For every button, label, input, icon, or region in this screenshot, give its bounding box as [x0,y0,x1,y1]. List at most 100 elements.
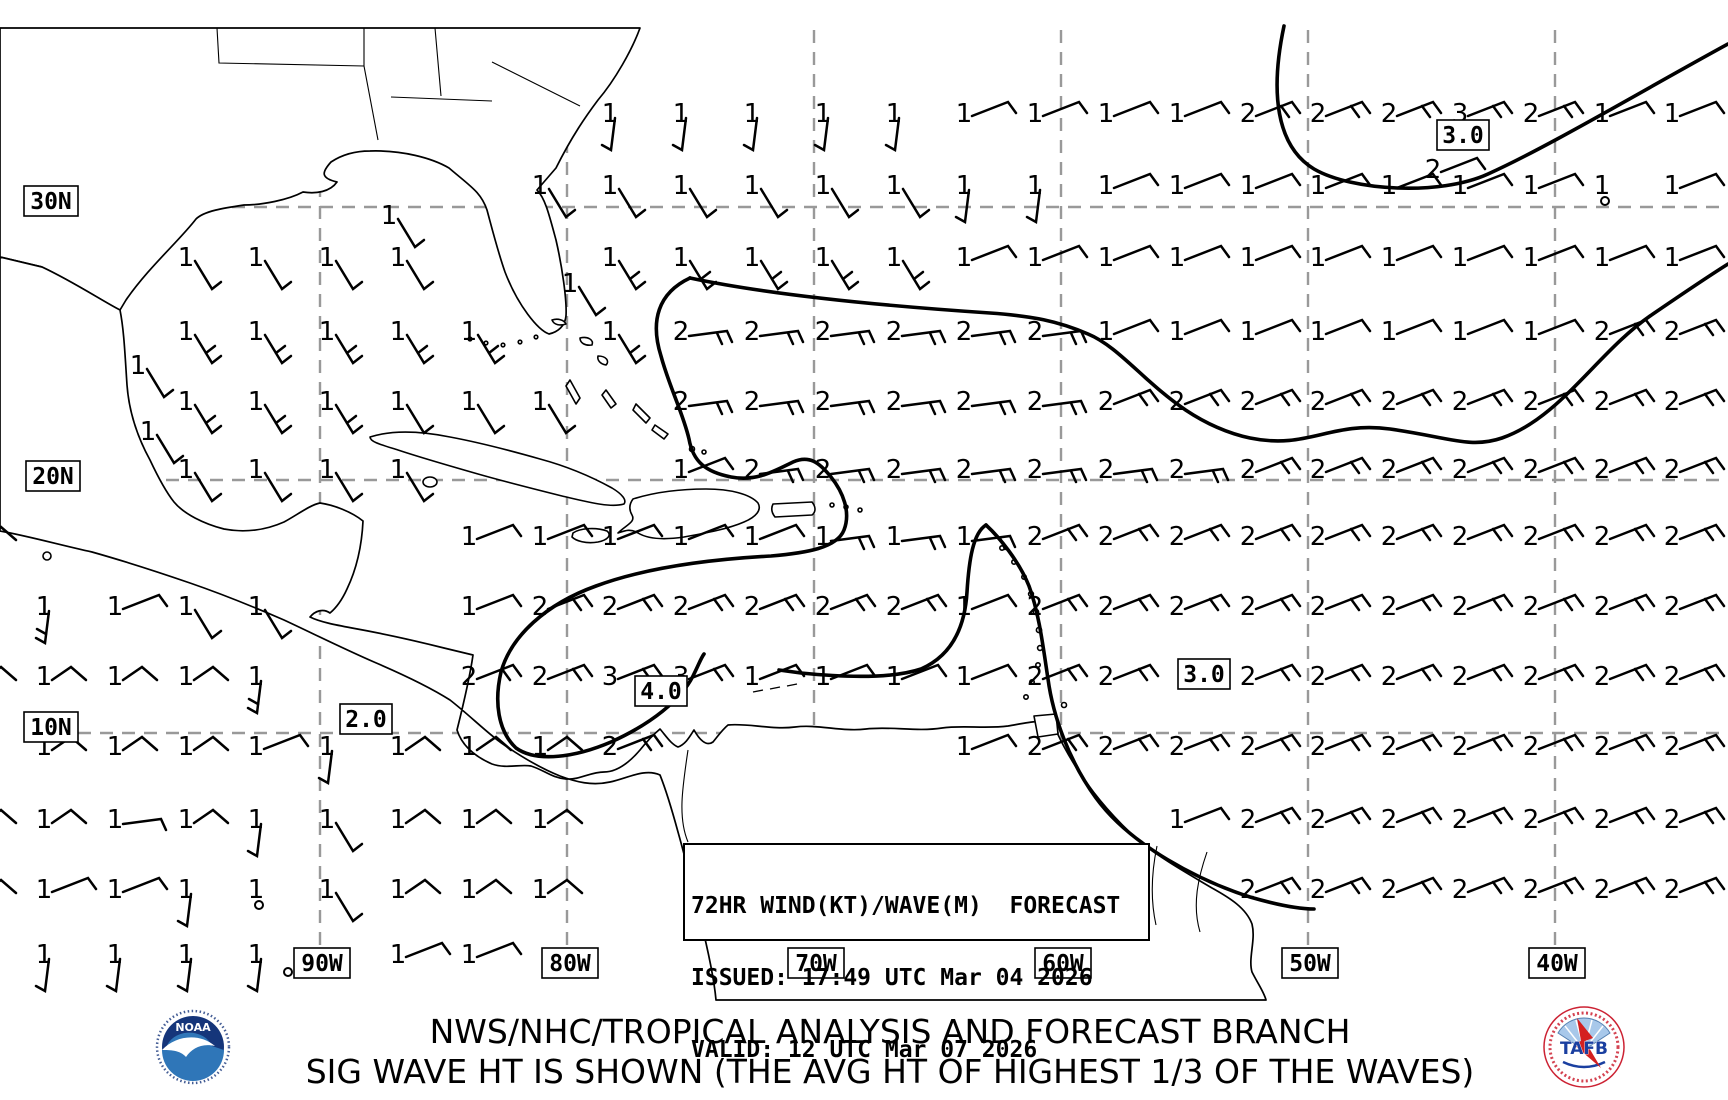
wave-height-value: 1 [1381,171,1398,201]
wave-height-value: 2 [1240,455,1257,485]
wind-barb: 2 [815,455,876,485]
wave-height-value: 2 [1452,662,1469,692]
barb-feather [1537,806,1585,824]
wave-height-value: 2 [1594,805,1611,835]
barb-feather [1395,100,1443,118]
barb-feather [176,957,193,993]
barb-feather [405,403,435,435]
wave-height-value: 2 [1523,732,1540,762]
wind-barb: 2 [1664,875,1726,905]
wave-height-value: 1 [1452,317,1469,347]
wind-barb: 2 [1664,592,1726,622]
wave-height-value: 2 [1027,732,1044,762]
wind-barb: 2 [1381,387,1443,417]
wind-barb: 2 [956,387,1017,417]
wind-barb: 2 [673,317,734,347]
barb-feather [404,735,442,752]
wind-barb: 2 [1452,732,1514,762]
barb-feather [1069,401,1078,416]
wind-barb: 2 [1027,317,1088,347]
barb-feather [1137,597,1149,612]
wave-height-value: 1 [248,455,265,485]
wind-barb: 1 [1098,317,1160,347]
barb-feather [1562,460,1574,475]
wave-height-value: 2 [1452,592,1469,622]
wave-height-value: 2 [1664,455,1681,485]
barb-feather [1112,523,1160,541]
barb-feather [1420,104,1432,119]
barb-feather [900,329,947,344]
barb-feather [1324,100,1372,118]
wave-height-value: 2 [1381,662,1398,692]
barb-feather [475,878,513,895]
wave-height-value: 1 [390,243,407,273]
barb-feather [1633,460,1645,475]
barb-feather [1439,156,1487,174]
wind-barb: 2 [744,592,806,622]
wind-barb: 1 [319,455,364,503]
barb-feather [758,467,805,482]
barb-feather [1066,597,1078,612]
wind-barb: 2 [1664,522,1726,552]
barb-feather [1420,667,1432,682]
barb-feather [500,667,512,682]
barb-feather [1678,733,1726,751]
barb-feather [1608,523,1656,541]
barb-feather [50,665,88,682]
barb-feather [1324,733,1372,751]
barb-feather [830,259,860,291]
barb-feather [1395,318,1443,336]
barb-feather [786,401,795,416]
wind-barb: 2 [1098,662,1160,692]
barb-feather [1254,523,1302,541]
wave-height-value: 1 [178,875,195,905]
wave-height-value: 2 [1664,805,1681,835]
barb-feather [1041,523,1089,541]
wind-barb: 2 [1169,522,1231,552]
us-state-borders [216,27,581,141]
barb-feather [1466,876,1514,894]
barb-feather [1678,663,1726,681]
barb-feather [1254,172,1302,190]
wind-barb: 1 [248,732,310,762]
wave-height-value: 1 [319,805,336,835]
barb-feather [334,403,364,435]
wave-height-value: 1 [532,171,549,201]
barb-feather [546,878,584,895]
barb-feather [1420,527,1432,542]
barb-feather [1041,329,1088,344]
wave-height-value: 1 [248,662,265,692]
wave-height-value: 1 [390,317,407,347]
wave-height-value: 1 [36,940,53,970]
wind-barb: 1 [461,875,513,905]
barb-feather [1633,597,1645,612]
wave-height-value: 1 [1452,243,1469,273]
calm-circle-icon [283,967,293,977]
barb-feather [334,891,364,923]
wind-barb: 1 [1594,243,1656,273]
wave-height-value: 2 [1310,662,1327,692]
wind-barb: 2 [1310,875,1372,905]
barb-feather [928,331,937,346]
barb-feather [1324,523,1372,541]
barb-feather [616,593,664,611]
wave-height-value: 1 [956,99,973,129]
wave-height-value: 1 [461,317,478,347]
barb-feather [1537,244,1585,262]
barb-feather [1537,318,1585,336]
latitude-label-text: 20N [32,464,74,490]
wind-barb: 1 [1594,99,1656,129]
longitude-label-box [787,947,845,979]
wave-height-value: 1 [956,662,973,692]
wave-height-value: 1 [1381,243,1398,273]
wave-height-value: 1 [461,875,478,905]
wind-barb: 1 [673,522,735,552]
barb-feather [1254,733,1302,751]
wave-height-value: 1 [248,317,265,347]
wave-height-value: 1 [602,522,619,552]
wave-height-value: 2 [1310,805,1327,835]
wave-height-value: 1 [602,99,619,129]
wind-barb: 2 [1240,522,1302,552]
barb-feather [712,597,724,612]
barb-feather [1466,663,1514,681]
